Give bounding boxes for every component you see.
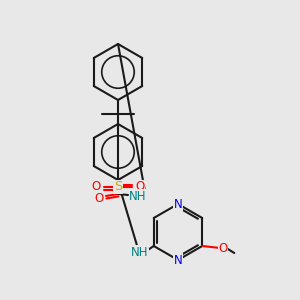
Text: N: N [174,254,182,266]
Text: S: S [114,181,122,194]
Text: N: N [174,197,182,211]
Text: O: O [219,242,228,254]
Text: O: O [135,181,145,194]
Text: O: O [92,181,100,194]
Text: O: O [94,193,103,206]
Text: NH: NH [131,245,148,259]
Text: NH: NH [129,190,147,202]
